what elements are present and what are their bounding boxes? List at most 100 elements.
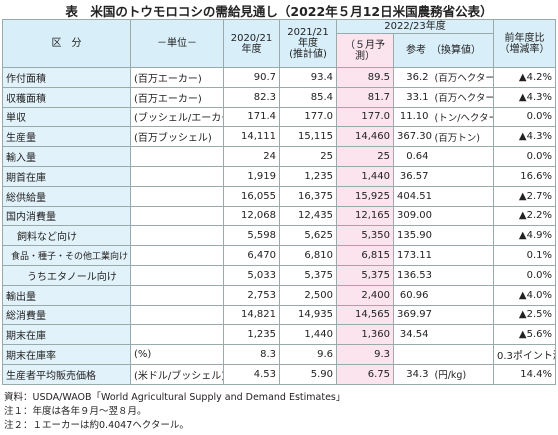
table-row: 総供給量 16,055 16,375 15,925 404.51 ▲2.7% (2, 185, 557, 207)
table-cell: 16.6% (493, 165, 557, 187)
table-cell: 36.57 (393, 165, 432, 187)
table-cell: ▲2.7% (493, 185, 557, 207)
header-cell: －単位－ (130, 19, 224, 68)
table-cell: 36.2 (393, 67, 432, 88)
table-row: 輸出量 2,753 2,500 2,400 60.96 ▲4.0% (2, 284, 557, 306)
table-cell: 6.75 (336, 363, 394, 385)
table-cell: (ブッシェル/エーカー) (130, 106, 224, 128)
table-cell: (百万ヘクタール) (431, 86, 495, 108)
table-cell: ▲4.2% (493, 67, 557, 88)
table-cell (130, 264, 224, 286)
table-cell: 9.3 (336, 344, 394, 365)
table-cell: 食品・種子・その他工業向け (2, 245, 131, 266)
table-cell: 9.6 (279, 344, 337, 365)
header-cell: 参考 （換算値） (392, 33, 495, 68)
table-body: 作付面積(百万エーカー)90.793.489.536.2(百万ヘクタール)▲4.… (2, 67, 557, 385)
table-cell: 34.3 (393, 363, 432, 385)
table-cell: 14,565 (336, 304, 394, 326)
table-cell: 2,400 (336, 284, 394, 306)
header-cell: 2020/21 年度 (223, 19, 280, 68)
table-cell: 0.0% (493, 146, 557, 167)
table-cell: (百万エーカー) (130, 86, 224, 108)
table-cell: 25 (336, 146, 394, 167)
table-cell: (百万トン) (431, 126, 495, 148)
table-cell: 輸出量 (2, 284, 131, 306)
table-cell (393, 344, 432, 365)
table-row: 作付面積(百万エーカー)90.793.489.536.2(百万ヘクタール)▲4.… (2, 67, 557, 88)
table-cell: (米ドル/ブッシェル) (130, 363, 224, 385)
table-cell: 136.53 (393, 264, 432, 286)
header-cell: 前年度比 （増減率） (493, 19, 557, 68)
header-cell: 区 分 (2, 19, 131, 68)
table-cell: 生産量 (2, 126, 131, 148)
table-cell: 1,440 (279, 324, 337, 346)
table-cell: 1,235 (223, 324, 280, 346)
table-cell (431, 205, 495, 227)
table-cell: 0.0% (493, 264, 557, 286)
table-cell: 177.0 (336, 106, 394, 128)
table-cell: 8.3 (223, 344, 280, 365)
notes: 資料：USDA/WAOB「World Agricultural Supply a… (4, 391, 345, 433)
table-cell (130, 146, 224, 167)
table-cell (431, 344, 495, 365)
table-cell: ▲4.3% (493, 86, 557, 108)
table-row: 総消費量 14,821 14,935 14,565 369.97 ▲2.5% (2, 304, 557, 326)
table-cell: 作付面積 (2, 67, 131, 88)
table-cell (130, 225, 224, 247)
table-cell: 14,821 (223, 304, 280, 326)
table-cell: 369.97 (393, 304, 432, 326)
table-cell: 135.90 (393, 225, 432, 247)
table-cell: 85.4 (279, 86, 337, 108)
table-cell: 12,165 (336, 205, 394, 227)
table-row: 飼料など向け 5,598 5,625 5,350 135.90 ▲4.9% (2, 225, 557, 247)
table-cell: 14,460 (336, 126, 394, 148)
table-cell: 14,935 (279, 304, 337, 326)
table-cell: 33.1 (393, 86, 432, 108)
table-cell: (%) (130, 344, 224, 365)
table-row: 期末在庫率(%)8.39.69.3 0.3ポイント減 (2, 344, 557, 365)
table-cell: 24 (223, 146, 280, 167)
table-cell (130, 324, 224, 346)
table-cell: 5,375 (279, 264, 337, 286)
table-row: 輸入量 24 25 25 0.64 0.0% (2, 146, 557, 167)
table-cell: 1,919 (223, 165, 280, 187)
table-cell (431, 284, 495, 306)
table-cell: 5,625 (279, 225, 337, 247)
table-cell: 飼料など向け (2, 225, 131, 247)
table-cell: 4.53 (223, 363, 280, 385)
table-cell: 171.4 (223, 106, 280, 128)
table-row: 期首在庫 1,919 1,235 1,440 36.57 16.6% (2, 165, 557, 187)
table-cell: (百万ヘクタール) (431, 67, 495, 88)
table-row: 期末在庫 1,235 1,440 1,360 34.54 ▲5.6% (2, 324, 557, 346)
table-cell: 5,598 (223, 225, 280, 247)
table-cell: (百万エーカー) (130, 67, 224, 88)
table-cell (431, 304, 495, 326)
table-cell: ▲4.3% (493, 126, 557, 148)
table-cell: ▲2.5% (493, 304, 557, 326)
table-cell: 90.7 (223, 67, 280, 88)
table-cell: 11.10 (393, 106, 432, 128)
table-cell: 単収 (2, 106, 131, 128)
table-cell: 173.11 (393, 245, 432, 266)
table-cell: 総消費量 (2, 304, 131, 326)
table-row: 生産者平均販売価格 (米ドル/ブッシェル) 4.53 5.90 6.75 34.3 (円/k… (2, 363, 557, 385)
table-cell: 期末在庫 (2, 324, 131, 346)
table-cell: 14,111 (223, 126, 280, 148)
table-row: 生産量 (百万ブッシェル) 14,111 15,115 14,460 367.30 (百万ト… (2, 126, 557, 148)
note: 注１：年度は各年９月～翌８月。 (4, 406, 147, 417)
table-cell: 6,810 (279, 245, 337, 266)
table-cell: 25 (279, 146, 337, 167)
table-cell: ▲5.6% (493, 324, 557, 346)
table-cell (431, 146, 495, 167)
table-cell: 1,235 (279, 165, 337, 187)
header-cell: 2021/21 年度 (推計値) (279, 19, 337, 68)
table-row: 収穫面積(百万エーカー)82.385.481.733.1(百万ヘクタール)▲4.… (2, 86, 557, 108)
table-cell: 12,068 (223, 205, 280, 227)
table-cell: 6,815 (336, 245, 394, 266)
table-cell: 14.4% (493, 363, 557, 385)
table-cell: 60.96 (393, 284, 432, 306)
table-cell: 0.64 (393, 146, 432, 167)
table-cell: 2,753 (223, 284, 280, 306)
header-cell: 2022/23年度 (335, 19, 495, 34)
table-cell: 総供給量 (2, 185, 131, 207)
